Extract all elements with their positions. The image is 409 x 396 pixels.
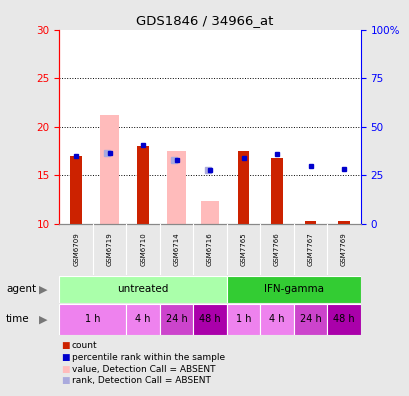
- Text: ■: ■: [61, 377, 69, 385]
- Text: GSM6714: GSM6714: [173, 233, 179, 266]
- Text: 1 h: 1 h: [235, 314, 251, 324]
- Text: rank, Detection Call = ABSENT: rank, Detection Call = ABSENT: [72, 377, 210, 385]
- Text: ■: ■: [61, 353, 69, 362]
- Bar: [160, 304, 193, 335]
- Text: ■: ■: [61, 341, 69, 350]
- Text: value, Detection Call = ABSENT: value, Detection Call = ABSENT: [72, 365, 215, 373]
- Bar: [237, 151, 249, 224]
- Bar: [59, 304, 126, 335]
- Text: GSM7765: GSM7765: [240, 233, 246, 266]
- Bar: [337, 221, 349, 224]
- Text: GDS1846 / 34966_at: GDS1846 / 34966_at: [136, 14, 273, 27]
- Bar: [200, 202, 219, 224]
- Bar: [293, 304, 326, 335]
- Text: count: count: [72, 341, 97, 350]
- Bar: [226, 304, 260, 335]
- Text: GSM6719: GSM6719: [106, 232, 112, 267]
- Bar: [59, 276, 226, 303]
- Bar: [271, 158, 282, 224]
- Bar: [326, 304, 360, 335]
- Bar: [100, 115, 119, 224]
- Bar: [167, 151, 185, 224]
- Text: GSM6710: GSM6710: [140, 232, 146, 267]
- Text: GSM7767: GSM7767: [307, 232, 313, 267]
- Bar: [126, 304, 160, 335]
- Bar: [226, 276, 360, 303]
- Text: IFN-gamma: IFN-gamma: [263, 284, 323, 295]
- Text: 48 h: 48 h: [333, 314, 354, 324]
- Bar: [70, 156, 82, 224]
- Text: 24 h: 24 h: [299, 314, 321, 324]
- Text: 1 h: 1 h: [85, 314, 101, 324]
- Bar: [137, 146, 148, 224]
- Text: GSM6709: GSM6709: [73, 232, 79, 267]
- Bar: [193, 304, 226, 335]
- Bar: [304, 221, 316, 224]
- Text: ▶: ▶: [39, 284, 47, 295]
- Text: ▶: ▶: [39, 314, 47, 324]
- Text: agent: agent: [6, 284, 36, 295]
- Text: 24 h: 24 h: [165, 314, 187, 324]
- Text: GSM7769: GSM7769: [340, 232, 346, 267]
- Text: percentile rank within the sample: percentile rank within the sample: [72, 353, 224, 362]
- Text: ■: ■: [61, 365, 69, 373]
- Text: untreated: untreated: [117, 284, 169, 295]
- Text: 4 h: 4 h: [269, 314, 284, 324]
- Bar: [260, 304, 293, 335]
- Text: GSM7766: GSM7766: [274, 232, 279, 267]
- Text: 4 h: 4 h: [135, 314, 151, 324]
- Text: 48 h: 48 h: [199, 314, 220, 324]
- Text: GSM6716: GSM6716: [207, 232, 213, 267]
- Text: time: time: [6, 314, 30, 324]
